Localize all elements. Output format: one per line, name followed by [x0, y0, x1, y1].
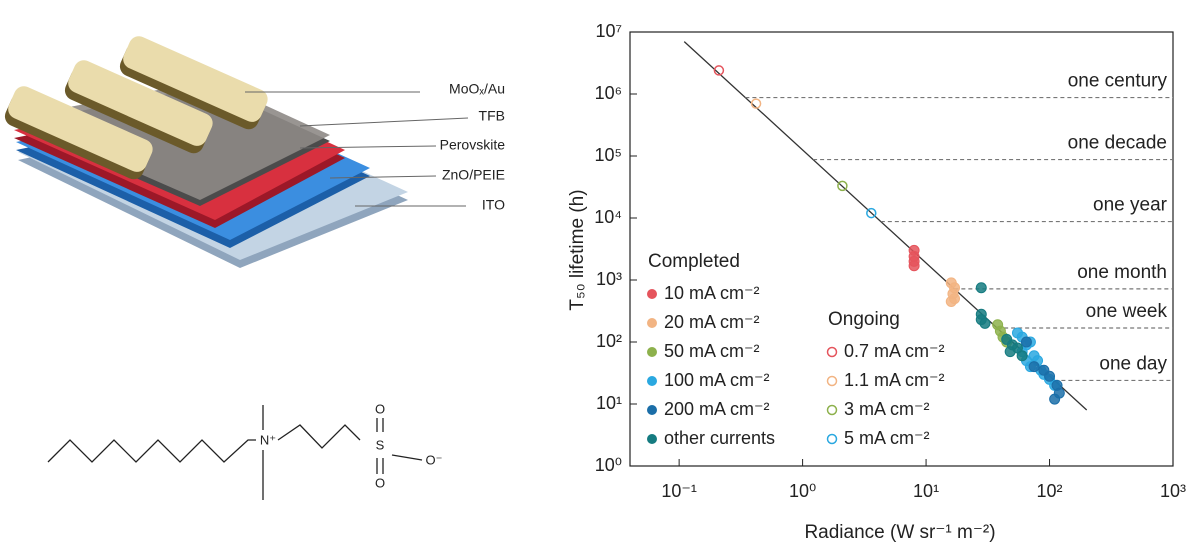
layer-label: TFB	[479, 108, 505, 124]
electrode	[64, 60, 213, 154]
reference-label: one month	[1077, 262, 1167, 283]
device-schematic: MoOₓ/Au TFB Perovskite ZnO/PEIE ITO	[4, 36, 506, 268]
reference-label: one week	[1086, 301, 1168, 322]
x-tick-label: 10¹	[913, 481, 939, 501]
alkyl-chain	[47, 439, 256, 463]
data-point	[837, 180, 848, 192]
legend-label: 50 mA cm⁻²	[664, 341, 760, 361]
layer-label: ZnO/PEIE	[442, 167, 505, 183]
x-axis-label: Radiance (W sr⁻¹ m⁻²)	[804, 522, 995, 543]
x-tick-label: 10²	[1037, 481, 1063, 501]
data-point	[1049, 393, 1061, 405]
atom: O	[375, 401, 385, 416]
legend-label: 100 mA cm⁻²	[664, 370, 770, 390]
y-tick-label: 10⁵	[595, 145, 622, 165]
bond	[391, 454, 423, 461]
molecule	[47, 405, 423, 500]
legend-marker	[826, 346, 838, 358]
electrode	[4, 86, 153, 180]
leader	[299, 145, 437, 149]
x-tick-label: 10⁻¹	[661, 481, 697, 501]
data-point	[1044, 370, 1056, 382]
legend-label: 10 mA cm⁻²	[664, 283, 760, 303]
y-tick-label: 10⁴	[594, 207, 622, 227]
legend-title: Ongoing	[828, 309, 900, 330]
data-point	[866, 207, 877, 219]
legend-marker	[826, 433, 838, 445]
data-point	[750, 98, 762, 109]
leader	[329, 175, 437, 179]
legend-marker	[826, 404, 838, 416]
legend-label: other currents	[664, 428, 775, 448]
data-point	[945, 296, 957, 308]
legend-marker	[647, 318, 657, 328]
layer-label: MoOₓ/Au	[449, 81, 505, 97]
legend-marker	[647, 347, 657, 357]
propyl-chain	[277, 424, 361, 449]
data-point	[908, 260, 920, 272]
y-tick-label: 10¹	[596, 393, 622, 413]
leader-lines	[245, 91, 469, 207]
atom: O⁻	[426, 452, 443, 467]
reference-label: one day	[1099, 353, 1167, 374]
x-tick-label: 10⁰	[789, 481, 816, 501]
legend-marker	[826, 375, 838, 387]
atom: S	[376, 437, 385, 452]
x-tick-label: 10³	[1160, 481, 1186, 501]
y-tick-label: 10⁰	[595, 455, 622, 475]
y-axis-label: T₅₀ lifetime (h)	[567, 189, 588, 310]
legend-label: 3 mA cm⁻²	[844, 399, 930, 419]
atom: O	[375, 475, 385, 490]
data-point	[975, 282, 987, 294]
reference-label: one year	[1093, 195, 1168, 216]
legend-label: 0.7 mA cm⁻²	[844, 341, 945, 361]
y-tick-label: 10⁶	[595, 83, 622, 103]
leader	[299, 117, 469, 127]
plot-frame	[629, 31, 1174, 467]
electrode	[119, 36, 268, 130]
data-point	[1028, 361, 1040, 373]
legend-marker	[647, 376, 657, 386]
data-point	[979, 317, 991, 329]
data-point	[1004, 346, 1016, 358]
reference-label: one century	[1068, 71, 1168, 92]
layer-label: ITO	[482, 197, 505, 213]
y-tick-label: 10³	[596, 269, 622, 289]
data-point	[1020, 336, 1032, 348]
layer-label: Perovskite	[440, 137, 506, 153]
chart: Radiance (W sr⁻¹ m⁻²) T₅₀ lifetime (h) 1…	[567, 21, 1186, 543]
legend-marker	[647, 405, 657, 415]
reference-label: one decade	[1068, 133, 1167, 154]
legend-label: 5 mA cm⁻²	[844, 428, 930, 448]
legend-marker	[647, 289, 657, 299]
atom: N⁺	[260, 432, 276, 447]
legend-label: 20 mA cm⁻²	[664, 312, 760, 332]
data-point	[713, 65, 725, 76]
legend-label: 1.1 mA cm⁻²	[844, 370, 945, 390]
y-tick-label: 10⁷	[595, 21, 622, 41]
legend-title: Completed	[648, 251, 740, 272]
y-tick-label: 10²	[596, 331, 622, 351]
legend-label: 200 mA cm⁻²	[664, 399, 770, 419]
legend-marker	[647, 434, 657, 444]
